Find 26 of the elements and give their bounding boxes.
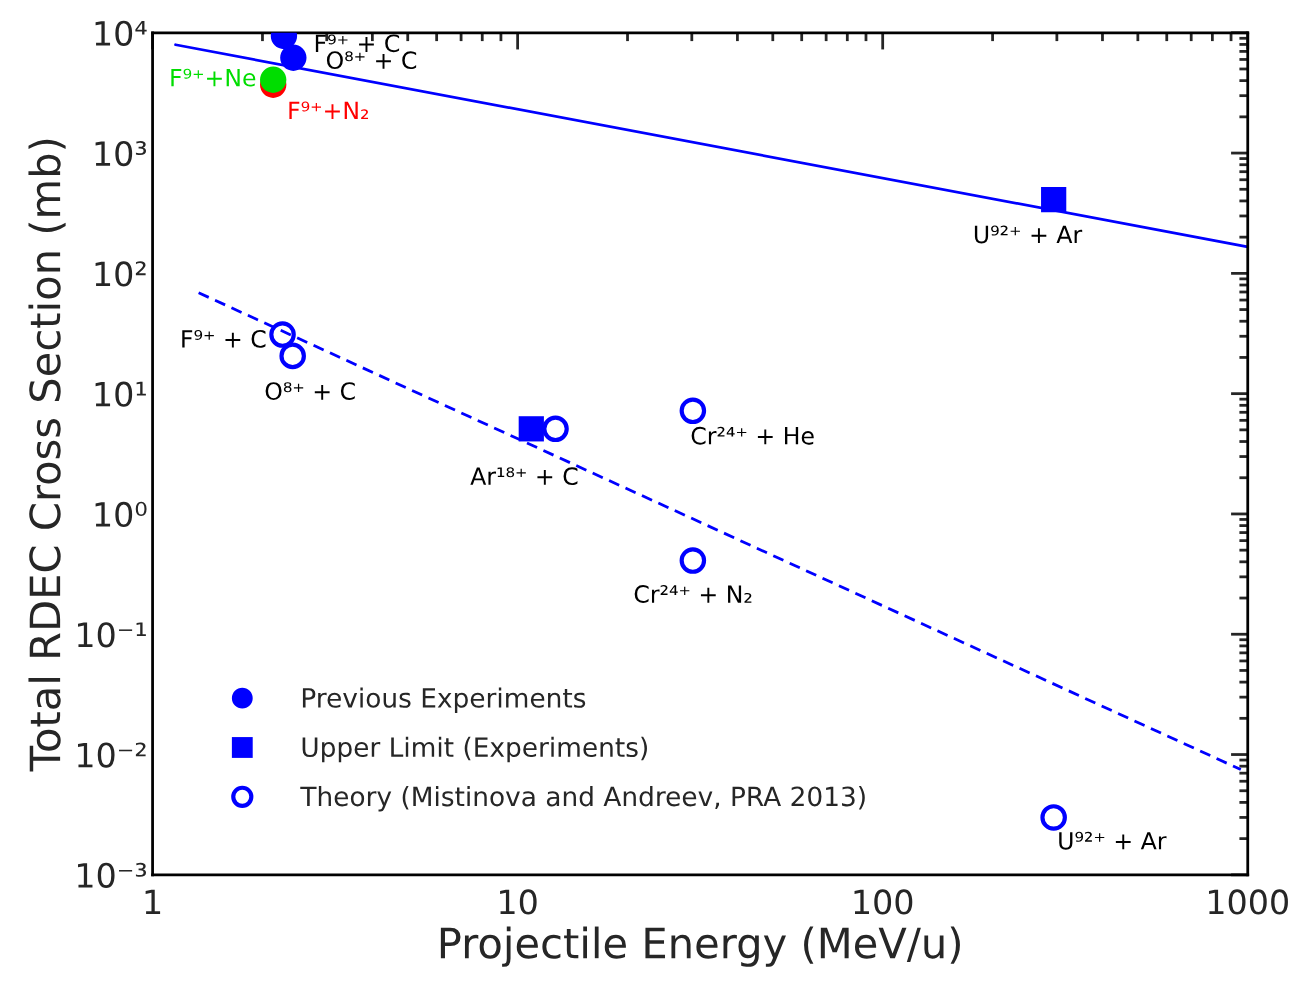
y-tick-label: 10⁰	[95, 501, 147, 528]
series-label: F⁹⁺+Ne	[171, 68, 256, 87]
series-label: F⁹⁺+N₂	[289, 101, 369, 120]
y-axis-title: Total RDEC Cross Section (mb)	[28, 139, 66, 772]
annotation: Cr²⁴⁺ + He	[691, 426, 814, 445]
y-tick-label: 10⁻²	[78, 742, 146, 768]
annotation: F⁹⁺ + C	[182, 329, 266, 348]
y-tick-label: 10⁻³	[78, 862, 147, 888]
x-tick-label: 1000	[1208, 889, 1288, 915]
y-tick-label: 10⁻¹	[78, 622, 146, 648]
x-tick-label: 1	[145, 889, 161, 915]
annotation: Ar¹⁸⁺ + C	[470, 467, 578, 486]
y-tick-label: 10¹	[95, 381, 146, 407]
x-tick-label: 100	[854, 889, 913, 915]
annotation: O⁸⁺ + C	[265, 382, 355, 401]
annotation: U⁹²⁺ + Ar	[1059, 831, 1167, 850]
y-tick-label: 10²	[95, 261, 146, 287]
legend-label: Theory (Mistinova and Andreev, PRA 2013)	[300, 785, 865, 812]
x-tick-label: 10	[500, 889, 537, 915]
legend-label: Upper Limit (Experiments)	[302, 736, 647, 763]
y-tick-label: 10³	[95, 140, 147, 167]
x-axis-title: Projectile Energy (MeV/u)	[440, 926, 960, 967]
annotation: U⁹²⁺ + Ar	[974, 225, 1083, 244]
legend-label: Previous Experiments	[302, 687, 586, 713]
y-tick-label: 10⁴	[95, 20, 147, 46]
annotation: Cr²⁴⁺ + N₂	[634, 585, 752, 603]
